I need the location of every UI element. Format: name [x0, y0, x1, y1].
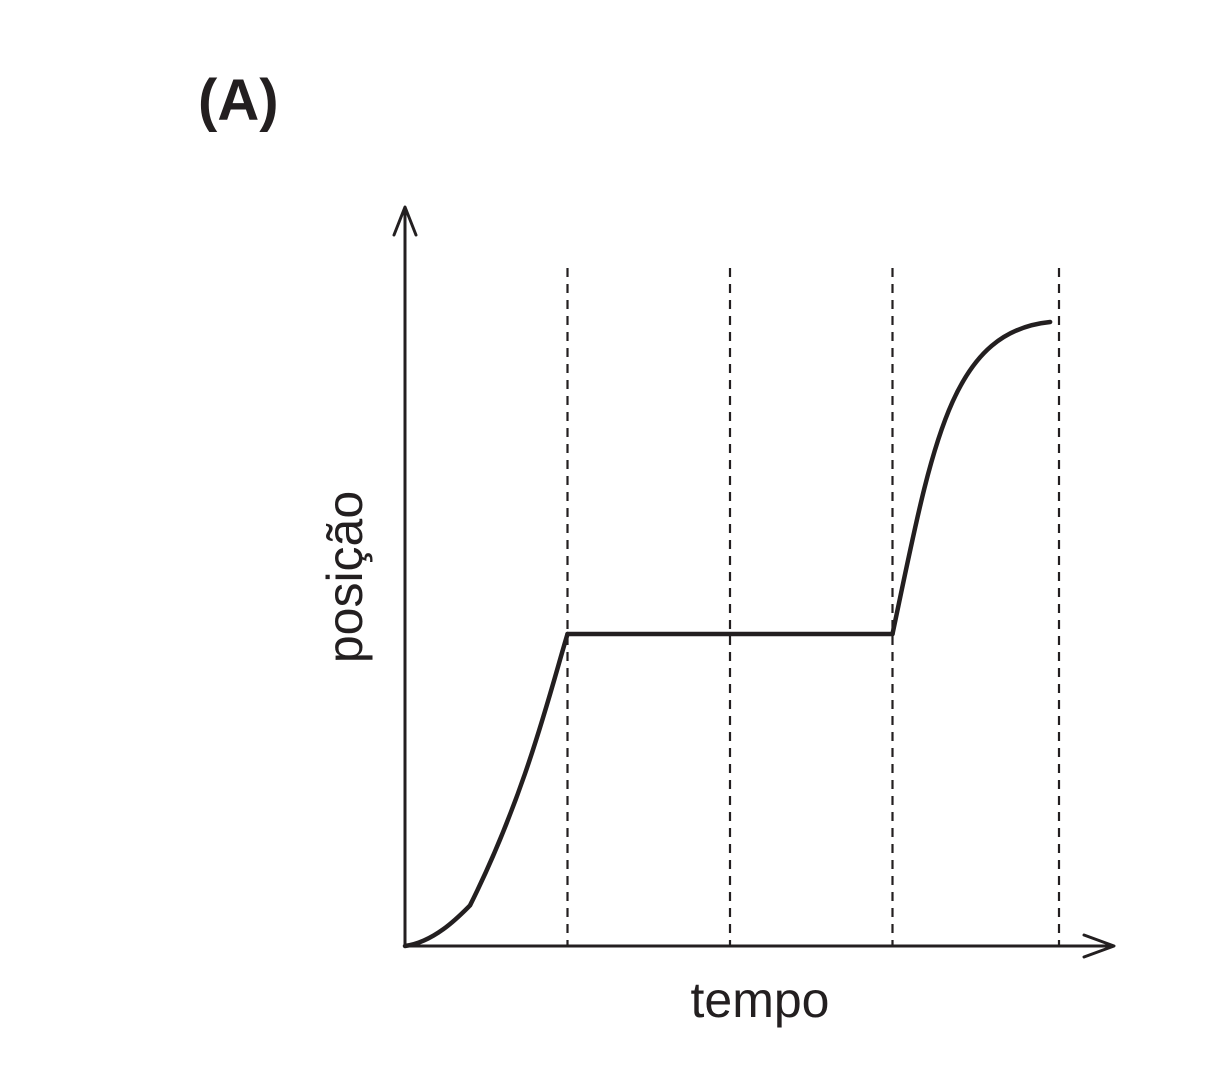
- dashed-time-dividers: [566, 268, 1061, 946]
- position-curve: [402, 319, 1053, 949]
- x-axis-label: tempo: [691, 972, 830, 1028]
- y-axis-label: posição: [317, 491, 373, 663]
- curve-segment-rising: [890, 319, 1053, 637]
- figure-label: (A): [198, 68, 279, 133]
- curve-segment-accelerating: [402, 631, 570, 949]
- x-axis-arrow-icon: [1082, 933, 1116, 959]
- y-axis-arrow-icon: [392, 205, 418, 237]
